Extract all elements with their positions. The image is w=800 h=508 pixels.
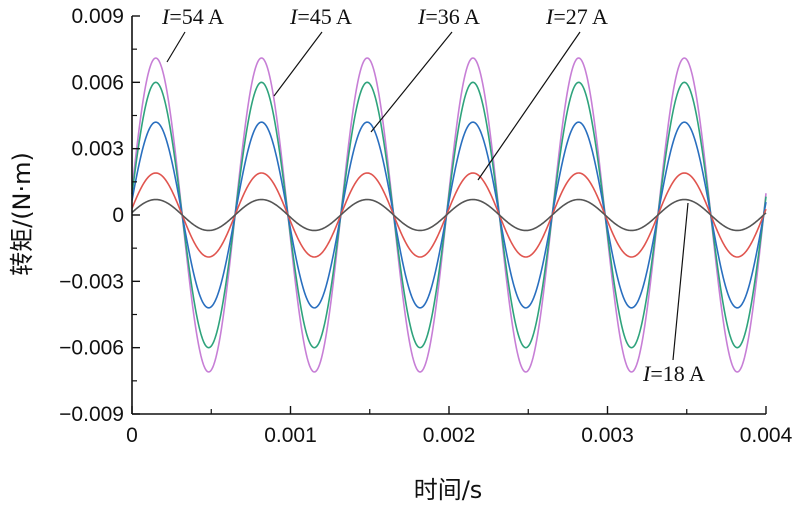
axes: 0 0.001 0.002 0.003 0.004 −0.009 −0.006 −0.003 0… [59, 5, 792, 447]
y-tick-label: −0.003 [59, 270, 124, 293]
annotation-leader [477, 31, 581, 181]
annotation-leader [672, 202, 689, 361]
y-axis-title: 转矩/(N·m) [8, 152, 36, 276]
annotation-leader [370, 31, 453, 133]
series-line [131, 81, 767, 349]
x-axis-title: 时间/s [414, 476, 483, 504]
series-curves [131, 57, 767, 373]
series-annotation: I=18 A [642, 361, 705, 386]
x-tick-label: 0.004 [740, 424, 793, 447]
x-tick-label: 0.001 [264, 424, 317, 447]
series-line [131, 172, 767, 258]
y-tick-label: 0 [112, 204, 124, 227]
series-annotation: I=36 A [417, 4, 480, 29]
series-line [131, 198, 767, 232]
series-line [131, 57, 767, 373]
x-tick-label: 0.003 [581, 424, 634, 447]
annotation-leader [166, 31, 186, 63]
y-tick-label: 0.006 [71, 71, 124, 94]
series-annotation: I=54 A [161, 4, 224, 29]
x-tick-label: 0 [126, 424, 138, 447]
series-annotation: I=27 A [545, 4, 608, 29]
series-annotation: I=45 A [289, 4, 352, 29]
series-line [131, 121, 767, 309]
y-tick-label: −0.009 [59, 403, 124, 426]
series-annotations: I=54 A I=45 A I=36 A I=27 A I=18 A [161, 4, 705, 386]
annotation-leader [273, 31, 323, 97]
y-tick-label: 0.009 [71, 5, 124, 28]
y-tick-label: 0.003 [71, 138, 124, 161]
x-tick-label: 0.002 [423, 424, 476, 447]
y-tick-label: −0.006 [59, 337, 124, 360]
